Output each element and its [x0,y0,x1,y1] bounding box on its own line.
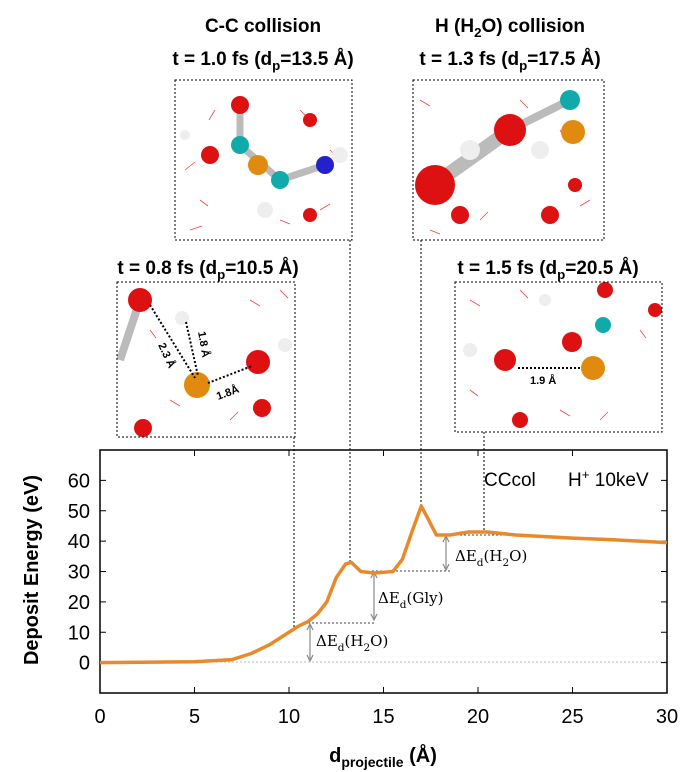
delta-label: ΔEd(H2O) [455,547,527,569]
text-part: ΔE [455,547,477,565]
text-part: 2 [502,557,509,569]
y-tick-label: 60 [68,470,90,492]
y-tick-label: 30 [68,562,90,584]
text-part: (H [345,632,364,650]
x-tick-label: 30 [656,706,678,728]
text-part: 2 [474,25,481,40]
text-part: p [217,267,225,282]
distance-label: 1.8Å [215,383,241,403]
y-tick-label: 20 [68,592,90,614]
y-tick-label: 40 [68,531,90,553]
inset-title: C-C collision [205,16,321,37]
text-part: ΔE [316,632,338,650]
inset-time: t = 0.8 fs (dp=10.5 Å) [117,258,298,282]
delta-label: ΔEd(H2O) [316,632,388,654]
text-part: d [329,745,341,767]
text-part: t = 1.3 fs (d [419,49,519,70]
connectors [100,240,667,663]
x-tick-label: 20 [467,706,489,728]
system-label: CCcol [484,470,536,491]
text-part: + [582,467,590,482]
text-part: projectile [341,754,403,770]
y-tick-label: 50 [68,501,90,523]
text-part: p [272,58,280,73]
text-part: =10.5 Å) [225,258,298,279]
x-tick-label: 15 [372,706,394,728]
inset-frame [412,79,605,241]
text-part: 10keV [590,470,649,491]
inset-time: t = 1.5 fs (dp=20.5 Å) [457,258,638,282]
y-tick-label: 0 [79,653,90,675]
inset-art [415,90,591,235]
x-tick-label: 25 [561,706,583,728]
text-part: O) collision [482,16,585,37]
text-part: p [557,267,565,282]
text-part: =17.5 Å) [527,49,600,70]
distance-label: 1.9 Å [530,374,556,387]
distance-label: 1.8 Å [195,330,212,358]
text-part: t = 0.8 fs (d [117,258,217,279]
text-part: ΔE [378,589,400,607]
distance-label: 2.3 Å [155,341,178,370]
inset-title: H (H2O) collision [435,16,585,40]
y-tick-label: 10 [68,622,90,644]
text-part: d [400,599,407,611]
text-part: H [568,470,582,491]
text-part: d [477,557,484,569]
y-axis-label: Deposit Energy (eV) [21,475,43,665]
x-axis-label: dprojectile (Å) [329,743,437,770]
text-part: O) [509,547,527,565]
x-tick-label: 0 [94,706,105,728]
text-part: =13.5 Å) [280,49,353,70]
delta-label: ΔEd(Gly) [378,589,444,611]
beam-label: H+ 10keV [568,467,649,491]
text-part: t = 1.5 fs (d [457,258,557,279]
curve [99,504,668,665]
text-part: (Å) [404,743,437,767]
inset-art [117,288,292,437]
text-part: =20.5 Å) [565,258,638,279]
inset-time: t = 1.3 fs (dp=17.5 Å) [419,49,600,73]
inset-art [463,282,662,428]
text-part: (Gly) [407,589,444,607]
x-tick-label: 5 [189,706,200,728]
text-part: O) [370,632,388,650]
inset-frame [174,79,353,241]
text-part: H (H [435,16,474,37]
inset-art [180,96,348,231]
text-part: (H [484,547,503,565]
inset-frame [454,281,663,433]
text-part: 2 [363,642,370,654]
inset-frame [116,281,296,438]
text-part: p [519,58,527,73]
text-part: d [338,642,345,654]
text-part: t = 1.0 fs (d [172,49,272,70]
inset-time: t = 1.0 fs (dp=13.5 Å) [172,49,353,73]
x-tick-label: 10 [278,706,300,728]
